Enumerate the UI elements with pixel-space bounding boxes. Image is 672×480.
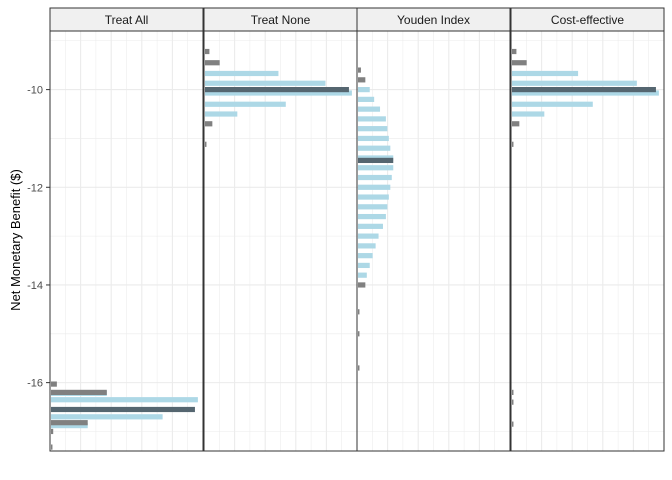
histogram-bar [205, 101, 286, 107]
panels-group: Treat All Treat None Youden Index Cost-effe… [49, 7, 665, 452]
histogram-bar [358, 96, 375, 102]
histogram-bar [358, 165, 394, 171]
histogram-bar [51, 397, 198, 403]
histogram-bar [512, 141, 514, 147]
facet-strip-label: Treat All [105, 13, 149, 27]
histogram-bar [358, 67, 361, 73]
histogram-bar [205, 121, 213, 127]
histogram-bar [358, 184, 391, 190]
histogram-bar [51, 420, 88, 426]
panel-youden-index: Youden Index [356, 7, 511, 452]
histogram-bar [358, 213, 386, 220]
histogram-bar [358, 174, 392, 181]
histogram-bar [51, 423, 88, 429]
facet-strip [49, 7, 204, 32]
facet-strip [356, 7, 511, 32]
histogram-bar [512, 399, 514, 405]
facet-strip-label: Youden Index [397, 13, 470, 27]
histogram-bar [358, 223, 383, 229]
histogram-bar [358, 116, 386, 122]
histogram-bar [358, 262, 370, 269]
histogram-bar [51, 428, 54, 435]
histogram-bar [512, 70, 579, 77]
y-tick-label: -14 [27, 280, 43, 292]
histogram-bar [358, 253, 373, 259]
histogram-bar [358, 135, 389, 142]
histogram-bar [205, 48, 210, 55]
y-tick-label: -12 [27, 182, 43, 194]
median-bar [51, 406, 195, 413]
histogram-bar [358, 331, 360, 337]
histogram-bar [51, 414, 163, 420]
histogram-bar [358, 87, 370, 93]
facet-strip [510, 7, 665, 32]
median-bar [205, 87, 349, 93]
median-bar [358, 157, 394, 164]
histogram-bar [358, 106, 381, 112]
y-tick-label: -16 [27, 378, 43, 390]
facet-strip-label: Treat None [251, 13, 311, 27]
median-bar [512, 87, 656, 93]
histogram-bar [205, 141, 207, 147]
y-axis: -10 -12 -14 -16 [27, 85, 50, 390]
panel-treat-none: Treat None [203, 7, 358, 452]
histogram-bar [358, 126, 388, 132]
histogram-bar [358, 204, 388, 210]
histogram-bar [358, 282, 366, 288]
histogram-bar [51, 444, 53, 450]
histogram-bar [512, 48, 517, 55]
histogram-bar [358, 365, 360, 371]
histogram-bar [205, 70, 279, 77]
histogram-bar [358, 194, 389, 200]
histogram-bar [358, 309, 360, 315]
histogram-bar [512, 421, 514, 427]
histogram-bar [358, 233, 379, 239]
histogram-bar [205, 90, 352, 96]
histogram-bar [512, 90, 659, 96]
histogram-bar [358, 77, 366, 83]
histogram-bar [358, 243, 376, 249]
histogram-bar [512, 121, 520, 127]
histogram-bar [205, 80, 326, 86]
histogram-bar [205, 111, 238, 117]
panel-treat-all: Treat All [49, 7, 204, 452]
y-tick-label: -10 [27, 85, 43, 97]
histogram-bar [512, 60, 527, 66]
y-axis-label: Net Monetary Benefit ($) [8, 169, 23, 311]
histogram-bar [512, 101, 593, 107]
histogram-bar [512, 111, 545, 117]
histogram-bar [358, 145, 391, 151]
histogram-bar [512, 80, 637, 86]
histogram-bar [358, 272, 367, 278]
panel-cost-effective: Cost-effective [510, 7, 665, 452]
histogram-bar [51, 381, 57, 387]
histogram-bar [205, 60, 220, 66]
histogram-bar [512, 389, 514, 395]
histogram-bar [51, 389, 107, 395]
facet-strip-label: Cost-effective [551, 13, 624, 27]
